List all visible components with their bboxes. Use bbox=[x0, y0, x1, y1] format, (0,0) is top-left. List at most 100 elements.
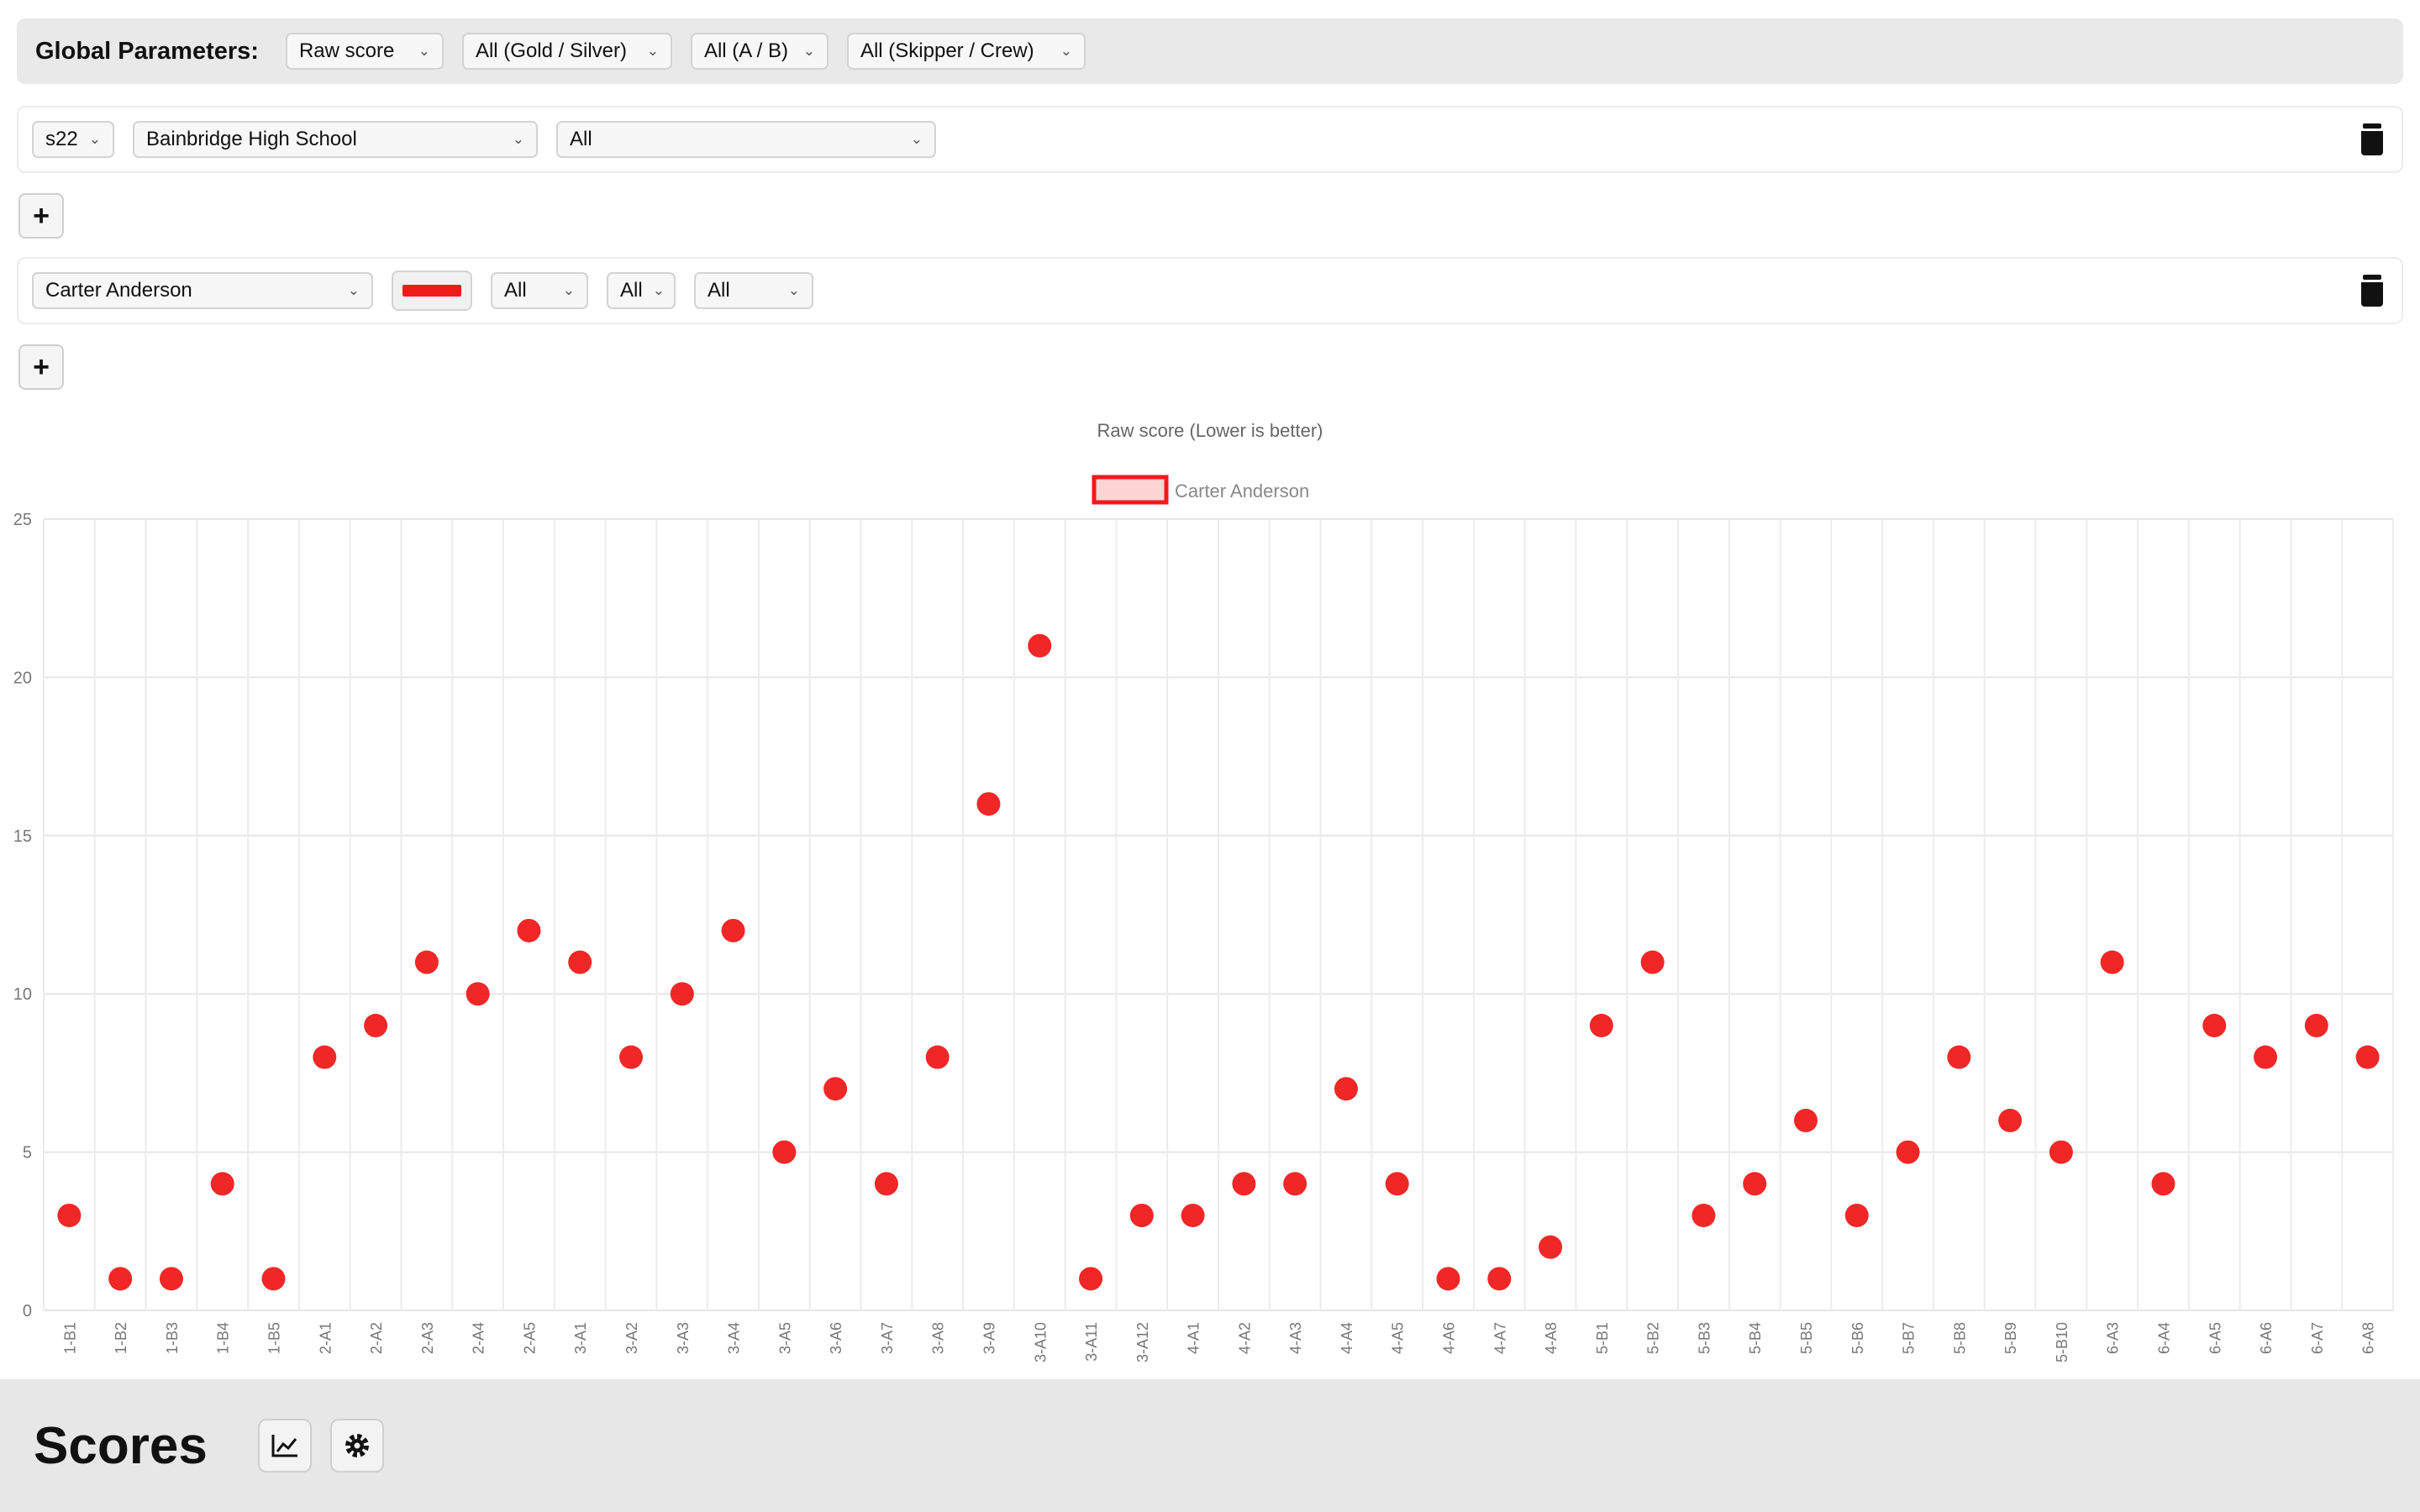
chevron-down-icon: ⌄ bbox=[646, 43, 659, 59]
x-tick-label: 5-B2 bbox=[1645, 1322, 1662, 1354]
x-tick-label: 3-A2 bbox=[623, 1322, 640, 1354]
data-point[interactable] bbox=[619, 1045, 643, 1069]
x-tick-label: 5-B7 bbox=[1901, 1322, 1918, 1354]
data-point[interactable] bbox=[721, 918, 745, 942]
sailor-filter-3-select[interactable]: All ⌄ bbox=[694, 272, 813, 309]
x-tick-label: 2-A5 bbox=[521, 1322, 538, 1354]
data-point[interactable] bbox=[1539, 1235, 1563, 1259]
line-chart-icon[interactable] bbox=[257, 1419, 312, 1473]
x-tick-label: 4-A5 bbox=[1390, 1322, 1407, 1354]
data-point[interactable] bbox=[1181, 1203, 1205, 1227]
data-point[interactable] bbox=[976, 792, 1001, 816]
data-point[interactable] bbox=[1385, 1172, 1409, 1196]
chevron-down-icon: ⌄ bbox=[88, 131, 101, 147]
score-chart: Raw score (Lower is better) Carter Ander… bbox=[13, 420, 2394, 1362]
x-tick-label: 2-A3 bbox=[419, 1322, 436, 1354]
season-select[interactable]: s22 ⌄ bbox=[32, 121, 114, 158]
delete-school-trash-icon[interactable] bbox=[2361, 123, 2383, 155]
school-row: s22 ⌄ Bainbridge High School ⌄ All ⌄ bbox=[17, 106, 2403, 173]
data-point[interactable] bbox=[2151, 1172, 2175, 1196]
x-tick-label: 1-B1 bbox=[61, 1322, 78, 1354]
series-color-picker[interactable] bbox=[392, 270, 472, 311]
data-point[interactable] bbox=[2049, 1140, 2073, 1164]
data-point[interactable] bbox=[1232, 1172, 1256, 1196]
data-point[interactable] bbox=[1640, 950, 1665, 974]
data-point[interactable] bbox=[517, 918, 541, 942]
data-point[interactable] bbox=[108, 1267, 133, 1291]
gear-icon[interactable] bbox=[329, 1419, 384, 1473]
x-tick-label: 4-A3 bbox=[1287, 1322, 1304, 1354]
sailor-select[interactable]: Carter Anderson ⌄ bbox=[32, 272, 373, 309]
data-point[interactable] bbox=[772, 1140, 797, 1164]
chevron-down-icon: ⌄ bbox=[1060, 43, 1072, 59]
school-select[interactable]: Bainbridge High School ⌄ bbox=[133, 121, 538, 158]
data-point[interactable] bbox=[2100, 950, 2124, 974]
data-point[interactable] bbox=[364, 1013, 388, 1037]
data-point[interactable] bbox=[1691, 1203, 1716, 1227]
add-school-button[interactable]: + bbox=[18, 193, 64, 239]
data-point[interactable] bbox=[1283, 1172, 1307, 1196]
data-point[interactable] bbox=[1844, 1203, 1869, 1227]
legend-swatch bbox=[1092, 475, 1169, 505]
y-tick-label: 10 bbox=[13, 985, 32, 1004]
data-point[interactable] bbox=[1129, 1203, 1154, 1227]
data-point[interactable] bbox=[159, 1267, 183, 1291]
chart-legend[interactable]: Carter Anderson bbox=[1092, 475, 1309, 505]
x-tick-label: 2-A4 bbox=[471, 1322, 487, 1354]
chevron-down-icon: ⌄ bbox=[347, 282, 360, 298]
data-point[interactable] bbox=[1334, 1077, 1358, 1101]
data-point[interactable] bbox=[823, 1077, 848, 1101]
x-tick-label: 3-A7 bbox=[879, 1322, 896, 1354]
x-tick-label: 6-A4 bbox=[2155, 1322, 2172, 1354]
data-point[interactable] bbox=[1487, 1267, 1512, 1291]
add-sailor-button[interactable]: + bbox=[18, 344, 64, 390]
data-point[interactable] bbox=[466, 982, 490, 1006]
data-point[interactable] bbox=[414, 950, 439, 974]
role-select[interactable]: All (Skipper / Crew) ⌄ bbox=[846, 33, 1086, 70]
metric-select[interactable]: Raw score ⌄ bbox=[285, 33, 444, 70]
data-point[interactable] bbox=[1998, 1108, 2023, 1132]
chart-title: Raw score (Lower is better) bbox=[1097, 420, 1323, 441]
data-point[interactable] bbox=[210, 1172, 234, 1196]
data-point[interactable] bbox=[1589, 1013, 1613, 1037]
data-point[interactable] bbox=[670, 982, 694, 1006]
data-point[interactable] bbox=[2254, 1045, 2278, 1069]
data-point[interactable] bbox=[2202, 1013, 2227, 1037]
data-point[interactable] bbox=[57, 1203, 82, 1227]
data-point[interactable] bbox=[568, 950, 592, 974]
data-point[interactable] bbox=[1896, 1140, 1920, 1164]
data-point[interactable] bbox=[2304, 1013, 2328, 1037]
chevron-down-icon: ⌄ bbox=[512, 131, 524, 147]
sailor-filter-2-select[interactable]: All ⌄ bbox=[607, 272, 676, 309]
data-point[interactable] bbox=[1743, 1172, 1767, 1196]
division-select[interactable]: All (A / B) ⌄ bbox=[690, 33, 829, 70]
school-filter-select[interactable]: All ⌄ bbox=[556, 121, 936, 158]
chevron-down-icon: ⌄ bbox=[652, 282, 665, 298]
data-point[interactable] bbox=[2355, 1045, 2380, 1069]
y-tick-label: 15 bbox=[13, 827, 32, 846]
y-tick-label: 0 bbox=[23, 1302, 32, 1320]
data-point[interactable] bbox=[313, 1045, 337, 1069]
delete-sailor-trash-icon[interactable] bbox=[2361, 275, 2383, 307]
data-point[interactable] bbox=[1079, 1267, 1103, 1291]
x-tick-label: 3-A6 bbox=[828, 1322, 844, 1354]
x-tick-label: 5-B1 bbox=[1594, 1322, 1611, 1354]
x-tick-label: 4-A6 bbox=[1441, 1322, 1458, 1354]
global-parameters-bar: Global Parameters: Raw score ⌄ All (Gold … bbox=[17, 18, 2403, 84]
data-point[interactable] bbox=[261, 1267, 286, 1291]
chevron-down-icon: ⌄ bbox=[802, 43, 815, 59]
x-tick-label: 1-B4 bbox=[215, 1322, 232, 1354]
data-point[interactable] bbox=[874, 1172, 898, 1196]
sailor-row: Carter Anderson ⌄ All ⌄ All ⌄ All ⌄ bbox=[17, 257, 2403, 324]
x-tick-label: 1-B5 bbox=[266, 1322, 283, 1354]
data-point[interactable] bbox=[1436, 1267, 1460, 1291]
sailor-filter-1-select[interactable]: All ⌄ bbox=[491, 272, 588, 309]
fleet-select[interactable]: All (Gold / Silver) ⌄ bbox=[461, 33, 672, 70]
footer-bar: Scores bbox=[0, 1379, 2420, 1512]
data-point[interactable] bbox=[925, 1045, 950, 1069]
data-point[interactable] bbox=[1947, 1045, 1971, 1069]
x-tick-label: 4-A8 bbox=[1543, 1322, 1560, 1354]
data-point[interactable] bbox=[1794, 1108, 1818, 1132]
data-point[interactable] bbox=[1028, 633, 1052, 658]
global-parameters-label: Global Parameters: bbox=[35, 37, 259, 65]
